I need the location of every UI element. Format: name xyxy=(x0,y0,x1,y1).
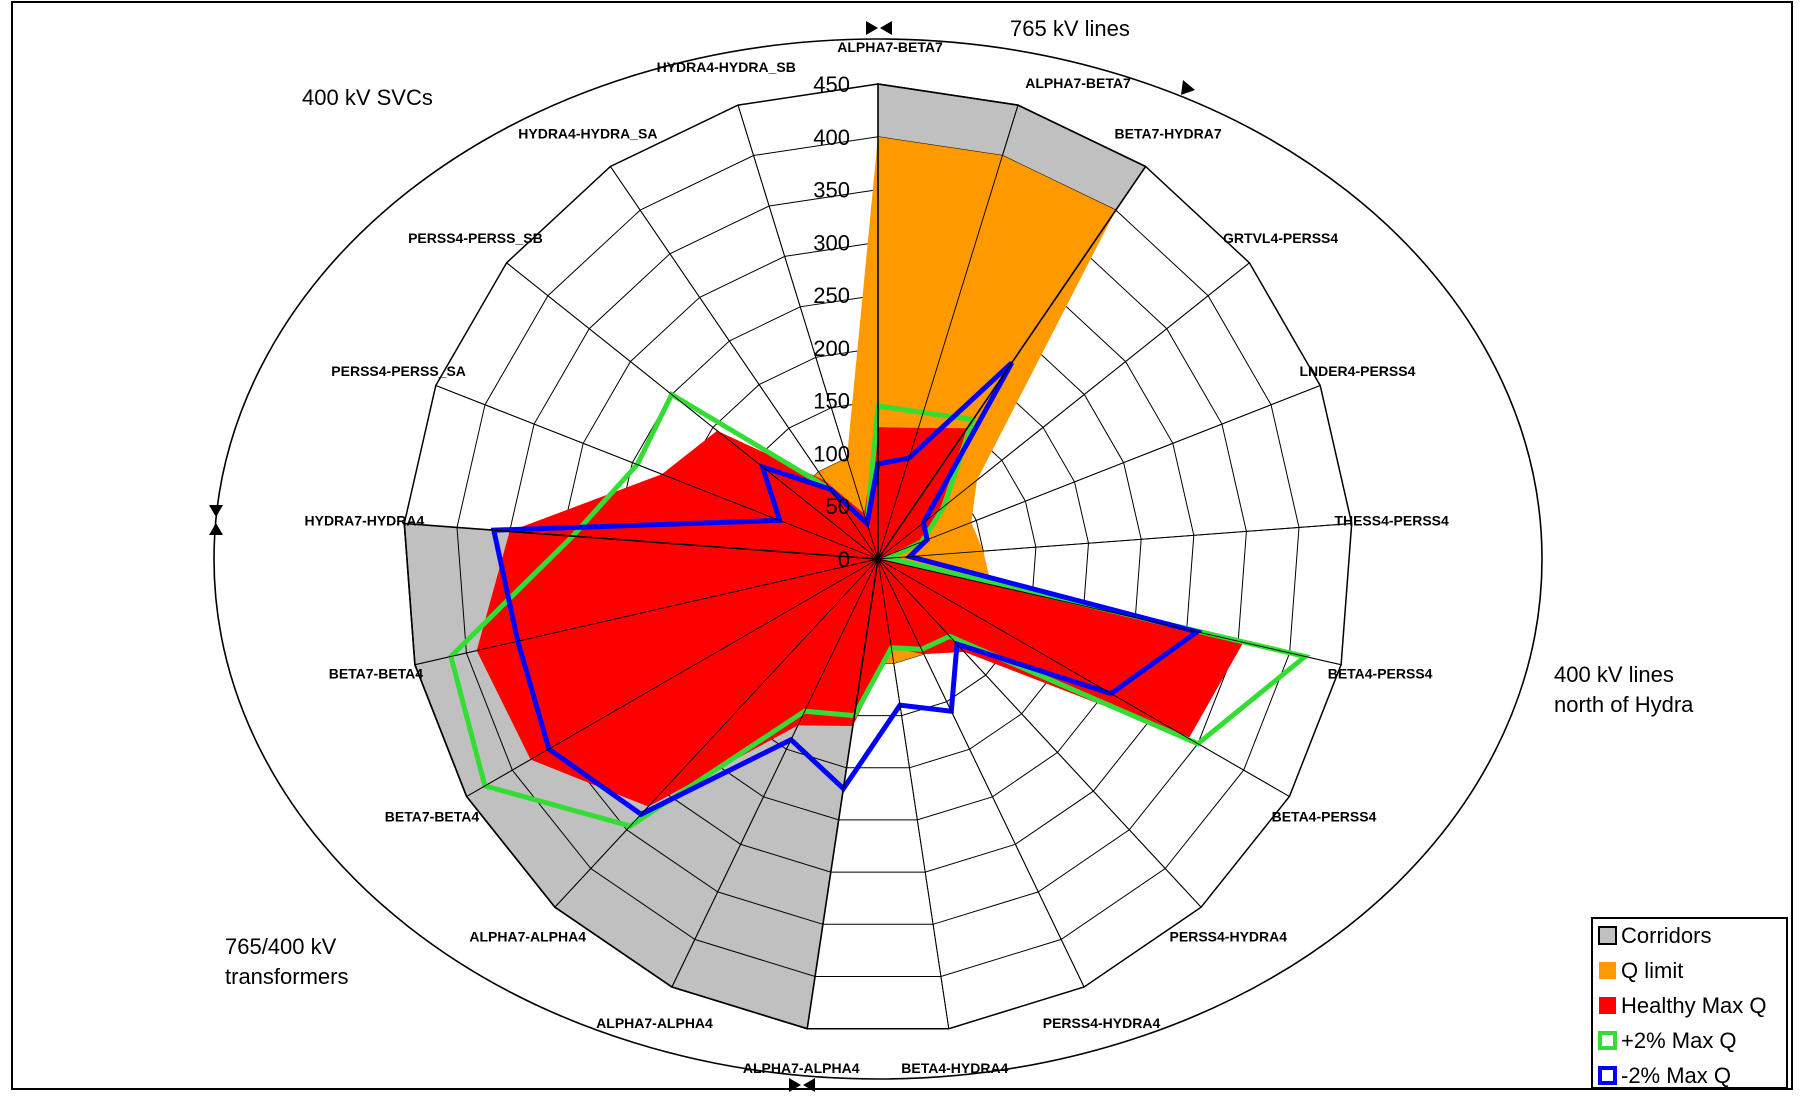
legend-label: Q limit xyxy=(1621,958,1683,983)
grid-ring xyxy=(509,189,1247,925)
ring-tick-label: 50 xyxy=(826,494,850,519)
group-label-transformers-2: transformers xyxy=(225,964,348,989)
ring-tick-label: 250 xyxy=(813,283,850,308)
legend-swatch-healthy xyxy=(1599,997,1616,1014)
group-ellipse xyxy=(209,21,1543,1092)
arrow-icon xyxy=(209,505,223,517)
ring-tick-label: 150 xyxy=(813,389,850,414)
spoke-label: PERSS4-PERSS_SB xyxy=(408,230,543,246)
ring-labels: 0 50 100 150 200 250 300 350 400 450 xyxy=(813,72,850,572)
arrow-icon xyxy=(866,21,878,35)
grid-spoke-overlay xyxy=(737,104,879,560)
ring-tick-label: 300 xyxy=(813,230,850,255)
grid-spoke-overlay xyxy=(877,558,1342,666)
grid-spoke-overlay xyxy=(414,558,879,666)
grid-ring xyxy=(456,136,1300,977)
spoke-labels: ALPHA7-BETA7 ALPHA7-BETA7 BETA7-HYDRA7 GRTV… xyxy=(305,39,1449,1076)
spoke-label: GRTVL4-PERSS4 xyxy=(1223,230,1338,246)
spoke-label: ALPHA7-ALPHA4 xyxy=(469,929,586,945)
group-label-400-lines: 400 kV lines xyxy=(1554,662,1674,687)
legend-label: Corridors xyxy=(1621,923,1711,948)
legend-swatch-plus2 xyxy=(1598,1031,1617,1050)
grid-spoke-overlay xyxy=(877,558,1202,908)
grid-spoke-overlay xyxy=(877,385,1321,560)
spoke-label: PERSS4-HYDRA4 xyxy=(1170,929,1288,945)
group-label-765-lines: 765 kV lines xyxy=(1010,16,1130,41)
group-label-400-svcs: 400 kV SVCs xyxy=(302,85,433,110)
ring-tick-label: 0 xyxy=(838,547,850,572)
grid-ring xyxy=(614,294,1142,821)
grid-spoke-overlay xyxy=(506,262,879,560)
spoke-label: ALPHA7-ALPHA4 xyxy=(743,1060,860,1076)
spoke-label: ALPHA7-BETA7 xyxy=(837,39,943,55)
arrow-icon xyxy=(803,1078,815,1092)
spoke-label: ALPHA7-ALPHA4 xyxy=(596,1015,713,1031)
outer-ellipse xyxy=(213,38,1543,1080)
spoke-label: BETA7-BETA4 xyxy=(385,809,480,825)
grid-spoke-overlay xyxy=(877,523,1352,560)
spoke-label: BETA7-HYDRA7 xyxy=(1115,126,1222,142)
spoke-label: PERSS4-HYDRA4 xyxy=(1043,1015,1161,1031)
legend: Corridors Q limit Healthy Max Q +2% Max … xyxy=(1591,917,1788,1089)
legend-label: +2% Max Q xyxy=(1621,1028,1737,1053)
series-layer xyxy=(403,83,1352,1030)
ring-tick-label: 450 xyxy=(813,72,850,97)
arrow-icon xyxy=(209,523,223,535)
ring-tick-label: 100 xyxy=(813,441,850,466)
legend-label: -2% Max Q xyxy=(1621,1063,1731,1088)
spoke-label: LNDER4-PERSS4 xyxy=(1299,363,1415,379)
legend-swatch-q-limit xyxy=(1599,962,1616,979)
ring-tick-label: 200 xyxy=(813,336,850,361)
spoke-label: BETA7-BETA4 xyxy=(329,666,424,682)
grid-spoke-overlay xyxy=(877,558,1290,797)
grid-spoke-overlay xyxy=(435,385,879,560)
corridors-outline xyxy=(403,83,1147,1030)
spoke-label: BETA4-PERSS4 xyxy=(1272,809,1377,825)
spoke-label: HYDRA7-HYDRA4 xyxy=(305,513,425,529)
grid-spoke-overlay xyxy=(877,104,1019,560)
series-2-max-q xyxy=(490,360,1203,818)
legend-label: Healthy Max Q xyxy=(1621,993,1767,1018)
legend-swatch-minus2 xyxy=(1598,1066,1617,1085)
legend-box xyxy=(1591,917,1788,1089)
spoke-label: BETA4-PERSS4 xyxy=(1328,666,1433,682)
spoke-label: BETA4-HYDRA4 xyxy=(901,1060,1008,1076)
grid-spoke-overlay xyxy=(877,558,950,1029)
grid-spoke-overlay xyxy=(877,262,1250,560)
legend-swatch-corridors xyxy=(1598,926,1617,945)
grid-spoke-overlay xyxy=(466,558,879,797)
grid-ring xyxy=(403,83,1353,1030)
spoke-label: HYDRA4-HYDRA_SA xyxy=(518,126,657,142)
spoke-label: THESS4-PERSS4 xyxy=(1334,513,1449,529)
series-2-max-q xyxy=(448,390,1311,829)
grid-spoke-overlay xyxy=(877,558,1085,988)
arrow-icon xyxy=(880,21,892,35)
arrow-icon xyxy=(789,1078,801,1092)
arrow-icon xyxy=(1181,80,1195,95)
ring-tick-label: 350 xyxy=(813,178,850,203)
spoke-label: HYDRA4-HYDRA_SB xyxy=(657,59,796,75)
ring-tick-label: 400 xyxy=(813,125,850,150)
group-label-400-lines-2: north of Hydra xyxy=(1554,692,1694,717)
grid-spoke-overlay xyxy=(554,558,879,908)
spoke-label: ALPHA7-BETA7 xyxy=(1025,75,1131,91)
spoke-label: PERSS4-PERSS_SA xyxy=(331,363,466,379)
grid-ring xyxy=(561,241,1195,873)
group-label-transformers: 765/400 kV xyxy=(225,934,337,959)
grid-spoke-overlay xyxy=(671,558,879,988)
grid-spoke-overlay xyxy=(610,166,879,560)
